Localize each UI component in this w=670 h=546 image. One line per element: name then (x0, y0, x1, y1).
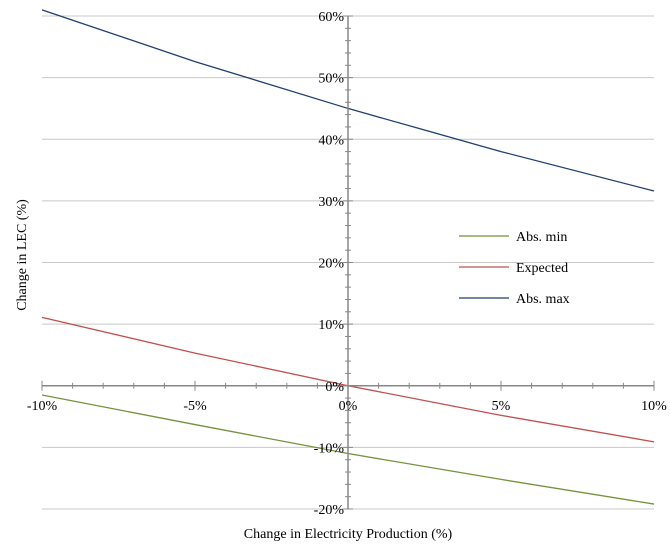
x-tick-label: -10% (27, 399, 58, 414)
x-tick-label: 0% (339, 399, 358, 414)
x-axis-title: Change in Electricity Production (%) (244, 527, 453, 542)
legend-entry: Expected (516, 261, 568, 276)
y-tick-label: -20% (314, 503, 345, 518)
x-tick-label: 5% (492, 399, 511, 414)
y-tick-label: 60% (318, 10, 344, 25)
legend-entry: Abs. min (516, 230, 567, 245)
x-tick-label: -5% (183, 399, 207, 414)
x-tick-label: 10% (641, 399, 667, 414)
y-tick-label: 30% (318, 195, 344, 210)
axes (41, 15, 655, 510)
legend-entry: Abs. max (516, 292, 570, 307)
y-tick-label: 0% (325, 380, 344, 395)
legend: Abs. min Expected Abs. max (459, 230, 570, 307)
y-tick-label: 20% (318, 257, 344, 272)
y-tick-label: 50% (318, 72, 344, 87)
tick-labels: -10% -5% 0% 5% 10% -20% -10% 0% 10% 20% 30% 40% 50% 6… (27, 10, 667, 518)
y-tick-label: 40% (318, 133, 344, 148)
y-tick-label: -10% (314, 441, 345, 456)
y-axis-title: Change in LEC (%) (15, 199, 30, 311)
y-tick-label: 10% (318, 318, 344, 333)
